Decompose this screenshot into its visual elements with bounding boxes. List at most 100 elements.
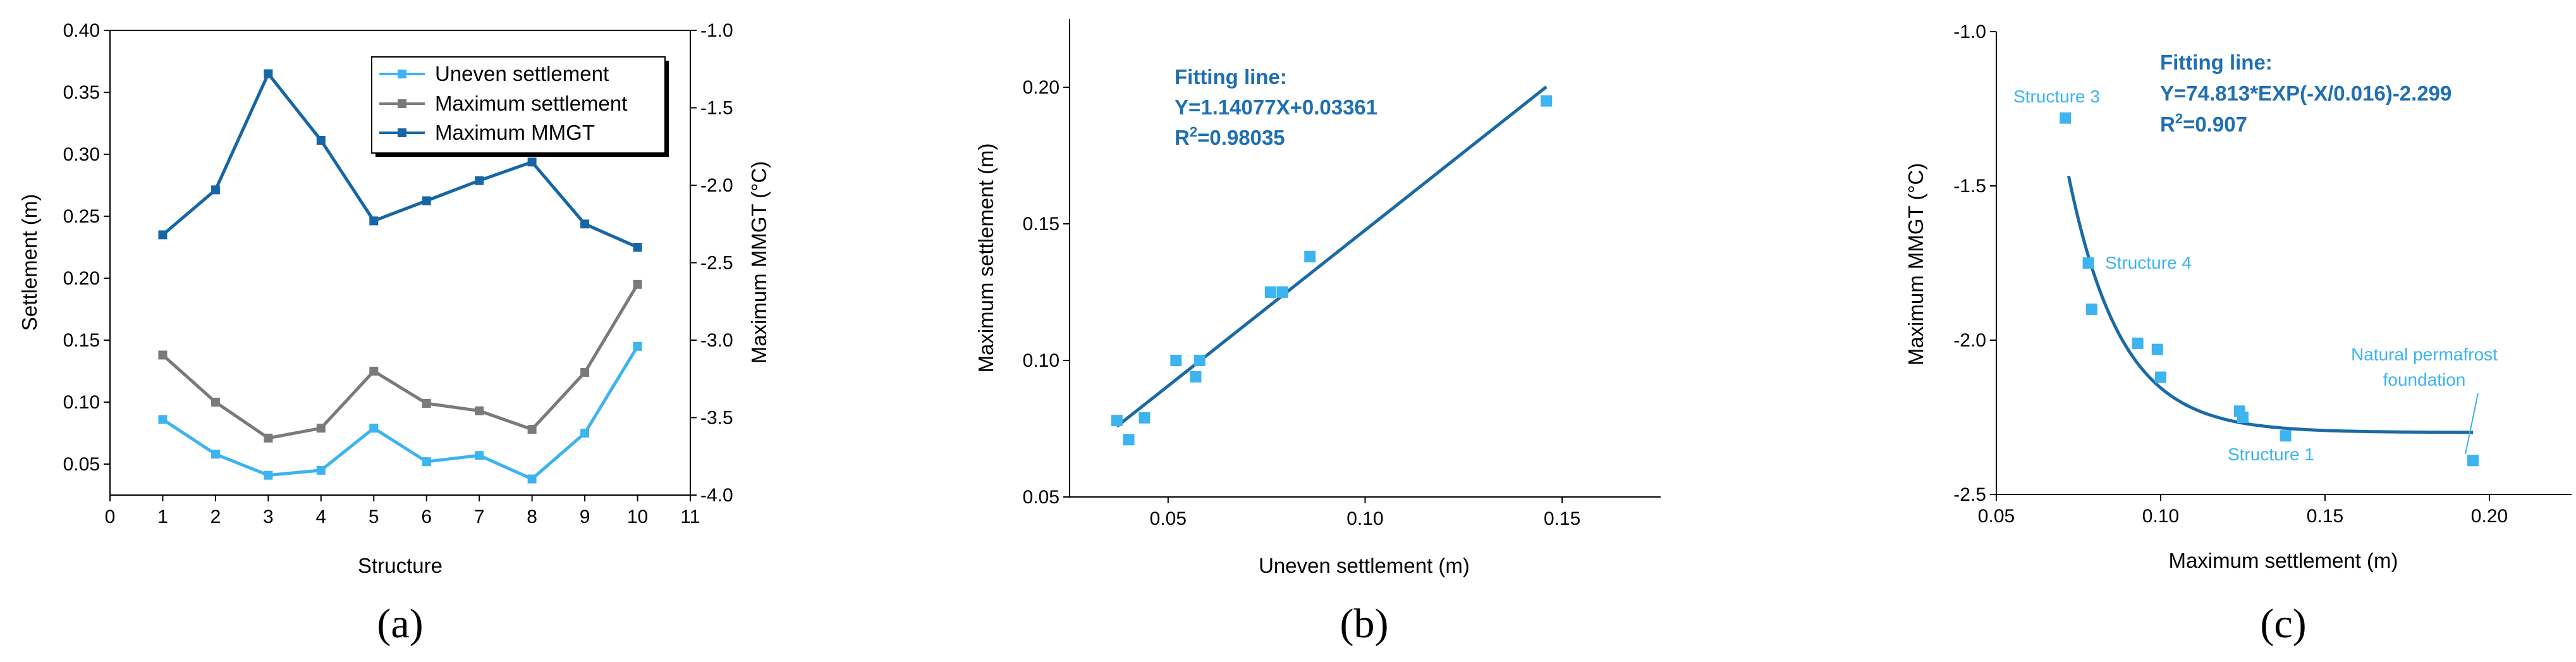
a-ytick-label: 0.30: [63, 144, 100, 165]
a-y2tick-label: -3.5: [700, 408, 733, 429]
a-xtick-label: 8: [527, 506, 537, 527]
a-ytick-label: 0.05: [63, 454, 100, 475]
b-point: [1193, 355, 1206, 366]
c-ytick-label: -2.0: [1953, 330, 1986, 351]
c-point: [2155, 371, 2166, 383]
chart-c-fit-annotation: Fitting line: Y=74.813*EXP(-X/0.016)-2.2…: [2160, 51, 2451, 136]
a-series-line-maximum-mmgt: [161, 70, 638, 249]
chart-c-fit-title: Fitting line:: [2160, 51, 2273, 74]
a-ytick-label: 0.15: [63, 330, 100, 351]
chart-b-ticks: 0.05 0.10 0.15 0.05 0.10 0.15 0.20: [1023, 77, 1581, 529]
a-y2tick-label: -1.0: [700, 20, 733, 41]
a-point-uneven-settlement: [580, 429, 590, 438]
a-point-maximum-mmgt: [264, 69, 273, 78]
b-fit-line: [1116, 85, 1547, 428]
c-point: [2060, 112, 2072, 124]
b-point: [1190, 371, 1202, 383]
chart-a-ticks: 0 1 2 3 4 5 6 7 8 9 10 11 0.05 0.10 0.15 0.20 0.25 0.30 0.…: [63, 20, 733, 527]
chart-a-series-lines: [158, 69, 642, 484]
a-point-uneven-settlement: [633, 341, 642, 351]
a-point-uneven-settlement: [527, 474, 537, 484]
a-xtick-label: 7: [474, 506, 485, 527]
b-ytick-label: 0.15: [1023, 214, 1059, 235]
a-point-uneven-settlement: [475, 451, 484, 460]
c-point: [2151, 343, 2163, 355]
b-point: [1264, 286, 1276, 298]
a-y2tick-label: -2.5: [700, 253, 733, 274]
c-point: [2237, 412, 2249, 423]
a-xtick-label: 4: [315, 506, 326, 527]
label-natural-line-1: Natural permafrost: [2351, 345, 2498, 364]
chart-b-fit-annotation: Fitting line: Y=1.14077X+0.03361 R2=0.98…: [1175, 65, 1377, 149]
c-point: [2082, 257, 2094, 269]
chart-b: 0.05 0.10 0.15 0.05 0.10 0.15 0.20 Uneven sett…: [974, 19, 1661, 647]
legend-marker-uneven: [398, 70, 406, 78]
a-ytick-label: 0.25: [63, 206, 100, 227]
a-point-maximum-mmgt: [316, 135, 326, 145]
a-xtick-label: 0: [105, 506, 116, 527]
b-ytick-label: 0.20: [1023, 77, 1059, 98]
a-point-maximum-settlement: [527, 425, 537, 434]
a-y2tick-label: -2.0: [700, 175, 733, 196]
panel-label-b: (b): [1340, 601, 1389, 647]
a-xtick-label: 6: [421, 506, 432, 527]
chart-c-marks: [2060, 112, 2479, 467]
b-ytick-label: 0.10: [1023, 350, 1059, 371]
a-point-uneven-settlement: [422, 457, 431, 467]
chart-a-plot-frame: [109, 30, 691, 496]
a-series-line-maximum-settlement: [161, 283, 639, 440]
a-xtick-label: 1: [157, 506, 168, 527]
chart-c-fit-equation: Y=74.813*EXP(-X/0.016)-2.299: [2160, 82, 2451, 105]
a-point-maximum-settlement: [369, 367, 379, 376]
r2-prefix: R: [1175, 126, 1190, 149]
label-structure-3: Structure 3: [2013, 87, 2100, 106]
chart-b-fit-r2: R2=0.98035: [1175, 124, 1285, 149]
a-ytick-label: 0.35: [63, 82, 100, 103]
a-xtick-label: 11: [680, 506, 700, 527]
b-ytick-label: 0.05: [1023, 487, 1059, 508]
legend-label-mmgt: Maximum MMGT: [435, 121, 595, 144]
a-point-maximum-settlement: [158, 350, 168, 360]
chart-b-ylabel: Maximum settlement (m): [974, 143, 998, 372]
b-point: [1276, 286, 1288, 298]
b-point: [1541, 95, 1553, 107]
chart-b-fit-equation: Y=1.14077X+0.03361: [1175, 95, 1377, 119]
chart-a-y2label: Maximum MMGT (°C): [747, 161, 771, 364]
a-point-maximum-mmgt: [475, 176, 484, 185]
legend-marker-maximum-settlement: [398, 99, 406, 108]
chart-a-legend: Uneven settlement Maximum settlement Max…: [371, 56, 669, 157]
panel-label-c: (c): [2260, 601, 2306, 647]
chart-c-ticks: 0.05 0.10 0.15 0.20 -2.5 -2.0 -1.5 -1.0: [1953, 21, 2508, 527]
b-point: [1138, 412, 1151, 424]
chart-b-marks: [1111, 85, 1553, 446]
a-point-uneven-settlement: [158, 415, 168, 424]
label-structure-4: Structure 4: [2105, 253, 2192, 273]
chart-c-xlabel: Maximum settlement (m): [2168, 549, 2398, 572]
b-point: [1170, 355, 1182, 366]
a-point-maximum-settlement: [211, 398, 220, 407]
b-point: [1304, 250, 1316, 262]
b-xtick-label: 0.05: [1150, 508, 1187, 529]
c-xtick-label: 0.15: [2307, 506, 2343, 527]
label-natural-line-2: foundation: [2383, 370, 2466, 389]
c-point: [2085, 303, 2097, 316]
chart-c-ylabel: Maximum MMGT (°C): [1904, 163, 1927, 366]
a-ytick-label: 0.20: [63, 268, 100, 289]
a-point-maximum-settlement: [264, 433, 273, 443]
a-point-maximum-settlement: [475, 406, 484, 415]
chart-a-ylabel: Settlement (m): [18, 194, 41, 331]
a-point-maximum-mmgt: [633, 243, 642, 252]
legend-label-maximum-settlement: Maximum settlement: [435, 92, 627, 115]
a-point-uneven-settlement: [316, 465, 326, 475]
label-structure-1: Structure 1: [2228, 444, 2314, 464]
c-ytick-label: -1.0: [1953, 21, 1986, 42]
r2-value: =0.907: [2183, 113, 2247, 136]
c-xtick-label: 0.20: [2471, 506, 2508, 527]
a-y2tick-label: -4.0: [700, 485, 733, 506]
chart-c-fit-r2: R2=0.907: [2160, 111, 2247, 136]
b-point: [1123, 434, 1135, 446]
c-point: [2467, 455, 2479, 467]
a-xtick-label: 10: [627, 506, 648, 527]
a-point-uneven-settlement: [369, 424, 379, 433]
